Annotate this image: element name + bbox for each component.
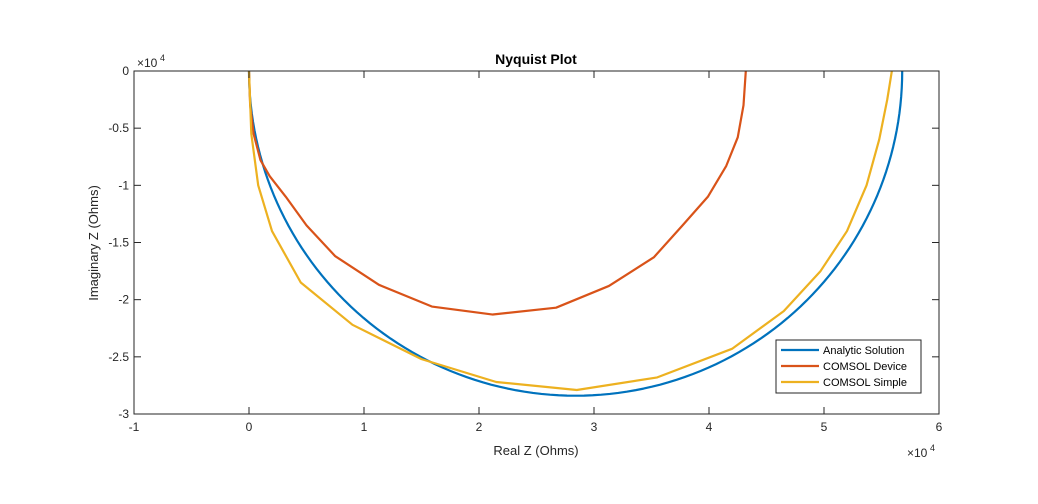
x-multiplier-base: ×10 — [907, 446, 928, 460]
x-axis-multiplier: ×10 4 — [907, 443, 935, 460]
y-tick-label: -2 — [118, 293, 129, 307]
y-tick-label: -0.5 — [108, 121, 129, 135]
y-tick-label: 0 — [122, 64, 129, 78]
y-tick-label: -3 — [118, 407, 129, 421]
legend-label-analytic-solution: Analytic Solution — [823, 345, 904, 357]
x-tick-label: 0 — [246, 420, 253, 434]
legend-label-comsol-device: COMSOL Device — [823, 361, 907, 373]
x-tick-label: 5 — [821, 420, 828, 434]
x-tick-label: 1 — [361, 420, 368, 434]
y-axis-multiplier: ×10 4 — [137, 53, 165, 70]
legend: Analytic Solution COMSOL Device COMSOL Sim… — [775, 339, 922, 394]
series-line-comsol-simple — [247, 71, 893, 392]
y-multiplier-base: ×10 — [137, 56, 158, 70]
chart-title: Nyquist Plot — [495, 51, 577, 67]
series-line-comsol-device — [247, 71, 747, 316]
y-axis-label: Imaginary Z (Ohms) — [86, 185, 101, 301]
x-multiplier-exp: 4 — [930, 443, 935, 453]
series-layer — [247, 71, 904, 397]
y-tick-label: -1 — [118, 178, 129, 192]
y-multiplier-exp: 4 — [160, 53, 165, 63]
x-tick-label: 3 — [591, 420, 598, 434]
legend-label-comsol-simple: COMSOL Simple — [823, 377, 907, 389]
x-tick-label: -1 — [129, 420, 140, 434]
y-tick-label: -2.5 — [108, 350, 129, 364]
x-tick-label: 2 — [476, 420, 483, 434]
x-tick-label: 6 — [936, 420, 943, 434]
x-tick-label: 4 — [706, 420, 713, 434]
plot-frame — [133, 70, 940, 415]
y-tick-label: -1.5 — [108, 236, 129, 250]
series-line-analytic-solution — [247, 71, 904, 397]
x-axis-label: Real Z (Ohms) — [493, 443, 578, 458]
